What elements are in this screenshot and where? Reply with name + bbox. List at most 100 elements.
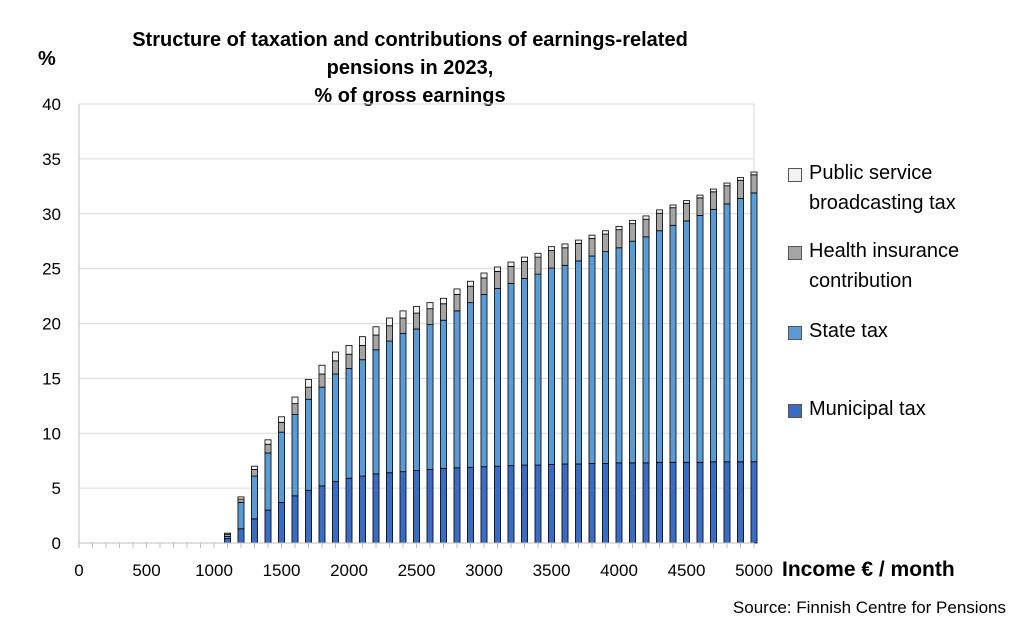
bar-segment-health-insurance-contribution	[467, 285, 474, 304]
bar-segment-health-insurance-contribution	[615, 229, 623, 249]
bar-segment-state-tax	[575, 260, 582, 465]
x-tick-label: 3000	[465, 561, 503, 580]
bar-segment-municipal-tax	[750, 461, 758, 544]
bar-segment-public-service-broadcasting-tax	[237, 496, 245, 500]
bar-segment-public-service-broadcasting-tax	[669, 204, 677, 209]
bar-segment-state-tax	[723, 203, 731, 463]
bar-segment-municipal-tax	[318, 485, 326, 544]
bar-segment-health-insurance-contribution	[602, 233, 609, 253]
chart-title-line-1: Structure of taxation and contributions …	[132, 29, 688, 79]
bar-segment-municipal-tax	[696, 461, 704, 544]
bar-segment-municipal-tax	[399, 471, 407, 544]
bar-segment-public-service-broadcasting-tax	[426, 302, 434, 310]
bar-segment-health-insurance-contribution	[359, 345, 366, 361]
bar-segment-public-service-broadcasting-tax	[372, 326, 380, 336]
x-tick-label: 5000	[735, 561, 773, 580]
x-tick-label: 0	[74, 561, 83, 580]
x-tick-label: 500	[132, 561, 160, 580]
bar-segment-health-insurance-contribution	[291, 403, 299, 415]
bar-segment-municipal-tax	[588, 463, 596, 544]
bar-segment-public-service-broadcasting-tax	[737, 177, 744, 181]
bar-segment-state-tax	[426, 324, 434, 470]
bar-segment-state-tax	[345, 368, 353, 479]
bar-segment-state-tax	[237, 501, 245, 530]
x-tick-label: 3500	[533, 561, 571, 580]
bar-segment-health-insurance-contribution	[507, 266, 515, 284]
bar-segment-municipal-tax	[723, 461, 731, 544]
legend-label: Health insurance contribution	[809, 240, 960, 292]
bar-segment-public-service-broadcasting-tax	[683, 200, 690, 204]
bar-segment-health-insurance-contribution	[521, 261, 528, 279]
bar-segment-health-insurance-contribution	[332, 360, 339, 375]
bar-segment-state-tax	[480, 294, 488, 468]
bar-segment-state-tax	[359, 359, 366, 477]
bar-segment-public-service-broadcasting-tax	[264, 439, 272, 445]
bar-segment-state-tax	[453, 310, 461, 469]
bar-segment-municipal-tax	[710, 461, 717, 544]
bar-segment-state-tax	[332, 373, 339, 482]
bar-segment-health-insurance-contribution	[710, 191, 717, 210]
bar-segment-public-service-broadcasting-tax	[305, 379, 312, 388]
bar-segment-municipal-tax	[291, 495, 299, 544]
bar-segment-health-insurance-contribution	[426, 308, 434, 325]
bar-segment-public-service-broadcasting-tax	[399, 310, 407, 319]
source-note: Source: Finnish Centre for Pensions	[732, 598, 1006, 617]
legend-swatch	[788, 404, 802, 418]
bar-segment-health-insurance-contribution	[372, 334, 380, 351]
bar-segment-health-insurance-contribution	[386, 325, 393, 342]
bar-segment-municipal-tax	[264, 509, 272, 544]
bar-segment-state-tax	[413, 328, 420, 471]
bar-segment-public-service-broadcasting-tax	[453, 288, 461, 295]
bar-segment-health-insurance-contribution	[561, 247, 569, 266]
bar-segment-state-tax	[696, 214, 704, 463]
bar-segment-state-tax	[440, 319, 447, 469]
y-tick-label: 15	[42, 369, 61, 388]
bar-segment-public-service-broadcasting-tax	[548, 246, 555, 251]
bar-segment-municipal-tax	[440, 467, 447, 544]
bar-segment-state-tax	[588, 255, 596, 464]
bar-segment-municipal-tax	[602, 463, 609, 544]
y-tick-label: 25	[42, 260, 61, 279]
bar-segment-state-tax	[318, 386, 326, 487]
bar-segment-health-insurance-contribution	[453, 294, 461, 312]
bar-segment-public-service-broadcasting-tax	[467, 280, 474, 287]
bar-segment-public-service-broadcasting-tax	[696, 194, 704, 199]
bar-segment-health-insurance-contribution	[669, 207, 677, 226]
bar-segment-public-service-broadcasting-tax	[710, 188, 717, 193]
bar-segment-municipal-tax	[507, 465, 515, 544]
bar-segment-state-tax	[521, 278, 528, 466]
x-tick-label: 1000	[195, 561, 233, 580]
bar-segment-public-service-broadcasting-tax	[413, 306, 420, 314]
bar-segment-state-tax	[750, 192, 758, 463]
bar-segment-health-insurance-contribution	[318, 373, 326, 388]
bar-segment-state-tax	[683, 220, 690, 463]
y-tick-label: 0	[52, 534, 61, 553]
bar-segment-public-service-broadcasting-tax	[521, 256, 528, 262]
bar-segment-health-insurance-contribution	[413, 312, 420, 330]
bar-segment-health-insurance-contribution	[629, 223, 636, 242]
bar-segment-municipal-tax	[575, 463, 582, 544]
bar-segment-state-tax	[386, 340, 393, 474]
bar-segment-state-tax	[642, 236, 650, 464]
bar-segment-municipal-tax	[534, 464, 542, 544]
x-tick-label: 4500	[668, 561, 706, 580]
bar-segment-state-tax	[278, 431, 285, 503]
y-tick-label: 30	[42, 205, 61, 224]
bar-segment-public-service-broadcasting-tax	[575, 239, 582, 244]
bar-segment-health-insurance-contribution	[237, 498, 245, 503]
bar-segment-public-service-broadcasting-tax	[291, 396, 299, 405]
bar-segment-municipal-tax	[345, 477, 353, 544]
bar-segment-public-service-broadcasting-tax	[345, 345, 353, 355]
bar-segment-public-service-broadcasting-tax	[332, 351, 339, 362]
bar-segment-health-insurance-contribution	[440, 303, 447, 321]
x-axis-label: Income € / month	[782, 558, 955, 581]
bar-segment-municipal-tax	[386, 472, 393, 544]
bar-segment-municipal-tax	[629, 462, 636, 544]
bar-segment-municipal-tax	[642, 462, 650, 544]
bar-segment-state-tax	[602, 251, 609, 464]
bar-segment-municipal-tax	[372, 473, 380, 544]
bar-segment-health-insurance-contribution	[656, 212, 663, 232]
bar-segment-municipal-tax	[413, 470, 420, 544]
bar-segment-municipal-tax	[453, 467, 461, 544]
bar-segment-municipal-tax	[359, 475, 366, 544]
